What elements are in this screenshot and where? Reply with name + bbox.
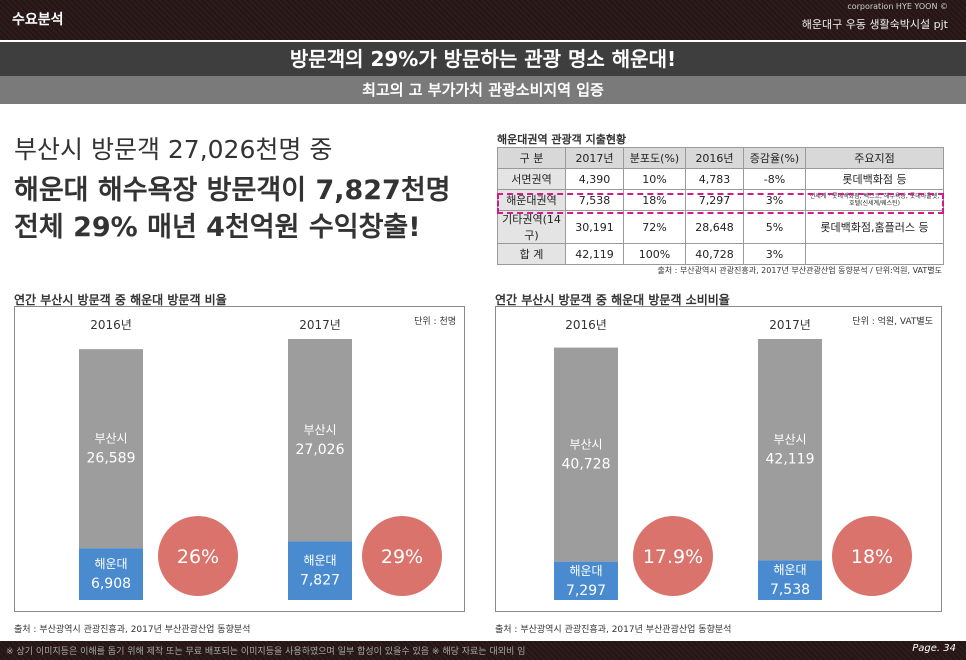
table-cell: 10% [623,168,686,190]
table-cell: 기타권역(14구) [497,210,566,244]
data-label-haeundae: 7,538 [770,582,810,598]
table-cell: 4,783 [685,168,744,190]
lead-line-1: 부산시 방문객 27,026천명 중 [14,135,333,164]
page-number: Page. 34 [912,643,956,654]
x-tick-label: 2017년 [299,318,341,332]
footer-bar: ※ 상기 이미지등은 이해를 돕기 위해 제작 또는 무료 배포되는 이미지등을… [0,641,966,660]
table-cell: 3% [743,243,806,265]
x-tick-label: 2016년 [565,318,607,332]
table-cell: 4,390 [565,168,624,190]
x-tick-label: 2016년 [90,318,132,332]
table-source: 출처 : 부산광역시 관광진흥과, 2017년 부산관광산업 동향분석 / 단위… [657,266,942,275]
table-header-cell: 2017년 [565,147,624,169]
bar-haeundae [554,561,618,600]
chart-source-spending: 출처 : 부산광역시 관광진흥과, 2017년 부산관광산업 동향분석 [495,625,732,635]
series-label-haeundae: 해운대 [94,557,127,571]
top-bar: 수요분석 corporation HYE YOON © 해운대구 우동 생활숙박… [0,0,966,40]
headline: 방문객의 29%가 방문하는 관광 명소 해운대! [0,42,966,76]
table-cell: 40,728 [685,243,744,265]
table-cell: 5% [743,210,806,244]
table-row: 기타권역(14구) 30,191 72% 28,648 5% 롯데백화점,홈플러… [497,210,944,244]
table-cell: 롯데백화점,홈플러스 등 [805,210,944,244]
subheadline: 최고의 고 부가가치 관광소비지역 입증 [0,76,966,104]
table-cell: 합 계 [497,243,566,265]
data-label-haeundae: 7,297 [566,583,606,599]
table-header-cell: 증감율(%) [743,147,806,169]
percent-circle [633,516,713,596]
percent-circle [362,516,442,596]
expense-table-title: 해운대권역 관광객 지출현황 [497,133,627,146]
table-cell [805,243,944,265]
table-header-cell: 분포도(%) [623,147,686,169]
series-label-busan: 부산시 [94,432,127,446]
data-label-busan: 42,119 [766,452,815,468]
data-label-busan: 40,728 [562,457,611,473]
bar-busan [758,339,822,561]
table-cell: -8% [743,168,806,190]
unit-label: 단위 : 억원, VAT별도 [852,315,933,327]
section-label: 수요분석 [12,12,64,28]
data-label-busan: 26,589 [87,451,136,467]
percent-circle [832,516,912,596]
table-row: 서면권역 4,390 10% 4,783 -8% 롯데백화점 등 [497,168,944,190]
table-header-cell: 주요지점 [805,147,944,169]
table-cell: 서면권역 [497,168,566,190]
bar-haeundae [758,560,822,600]
corporation-label: corporation HYE YOON © [847,2,948,11]
percent-label: 29% [381,546,423,568]
series-label-haeundae: 해운대 [303,554,336,568]
series-label-busan: 부산시 [773,433,806,447]
data-label-busan: 27,026 [296,442,345,458]
chart-title-visitors: 연간 부산시 방문객 중 해운대 방문객 비율 [14,293,227,307]
table-cell: 72% [623,210,686,244]
series-label-haeundae: 해운대 [569,564,602,578]
table-row-total: 합 계 42,119 100% 40,728 3% [497,243,944,265]
bar-busan [288,339,352,542]
series-label-haeundae: 해운대 [773,563,806,577]
table-cell: 30,191 [565,210,624,244]
table-header-cell: 2016년 [685,147,744,169]
highlight-box [497,193,944,214]
table-cell: 롯데백화점 등 [805,168,944,190]
series-label-busan: 부산시 [569,438,602,452]
table-header-row: 구 분 2017년 분포도(%) 2016년 증감율(%) 주요지점 [497,147,944,169]
bar-haeundae [288,541,352,600]
bar-busan [554,347,618,562]
lead-line-2: 해운대 해수욕장 방문객이 7,827천명 [14,175,451,206]
table-cell: 100% [623,243,686,265]
table-cell: 28,648 [685,210,744,244]
percent-label: 26% [177,546,219,568]
chart-title-spending: 연간 부산시 방문객 중 해운대 방문객 소비비율 [495,293,730,307]
series-label-busan: 부산시 [303,423,336,437]
chart-source-visitors: 출처 : 부산광역시 관광진흥과, 2017년 부산관광산업 동향분석 [14,625,251,635]
percent-circle [158,516,238,596]
project-label: 해운대구 우동 생활숙박시설 pjt [801,18,948,31]
data-label-haeundae: 7,827 [300,573,340,589]
bar-haeundae [79,548,143,600]
disclaimer: ※ 상기 이미지등은 이해를 돕기 위해 제작 또는 무료 배포되는 이미지등을… [6,647,526,657]
percent-label: 17.9% [643,546,703,568]
bar-busan [79,349,143,549]
data-label-haeundae: 6,908 [91,576,131,592]
x-tick-label: 2017년 [769,318,811,332]
table-header-cell: 구 분 [497,147,566,169]
table-cell: 42,119 [565,243,624,265]
lead-line-3: 전체 29% 매년 4천억원 수익창출! [14,212,421,243]
unit-label: 단위 : 천명 [414,316,456,327]
percent-label: 18% [851,546,893,568]
